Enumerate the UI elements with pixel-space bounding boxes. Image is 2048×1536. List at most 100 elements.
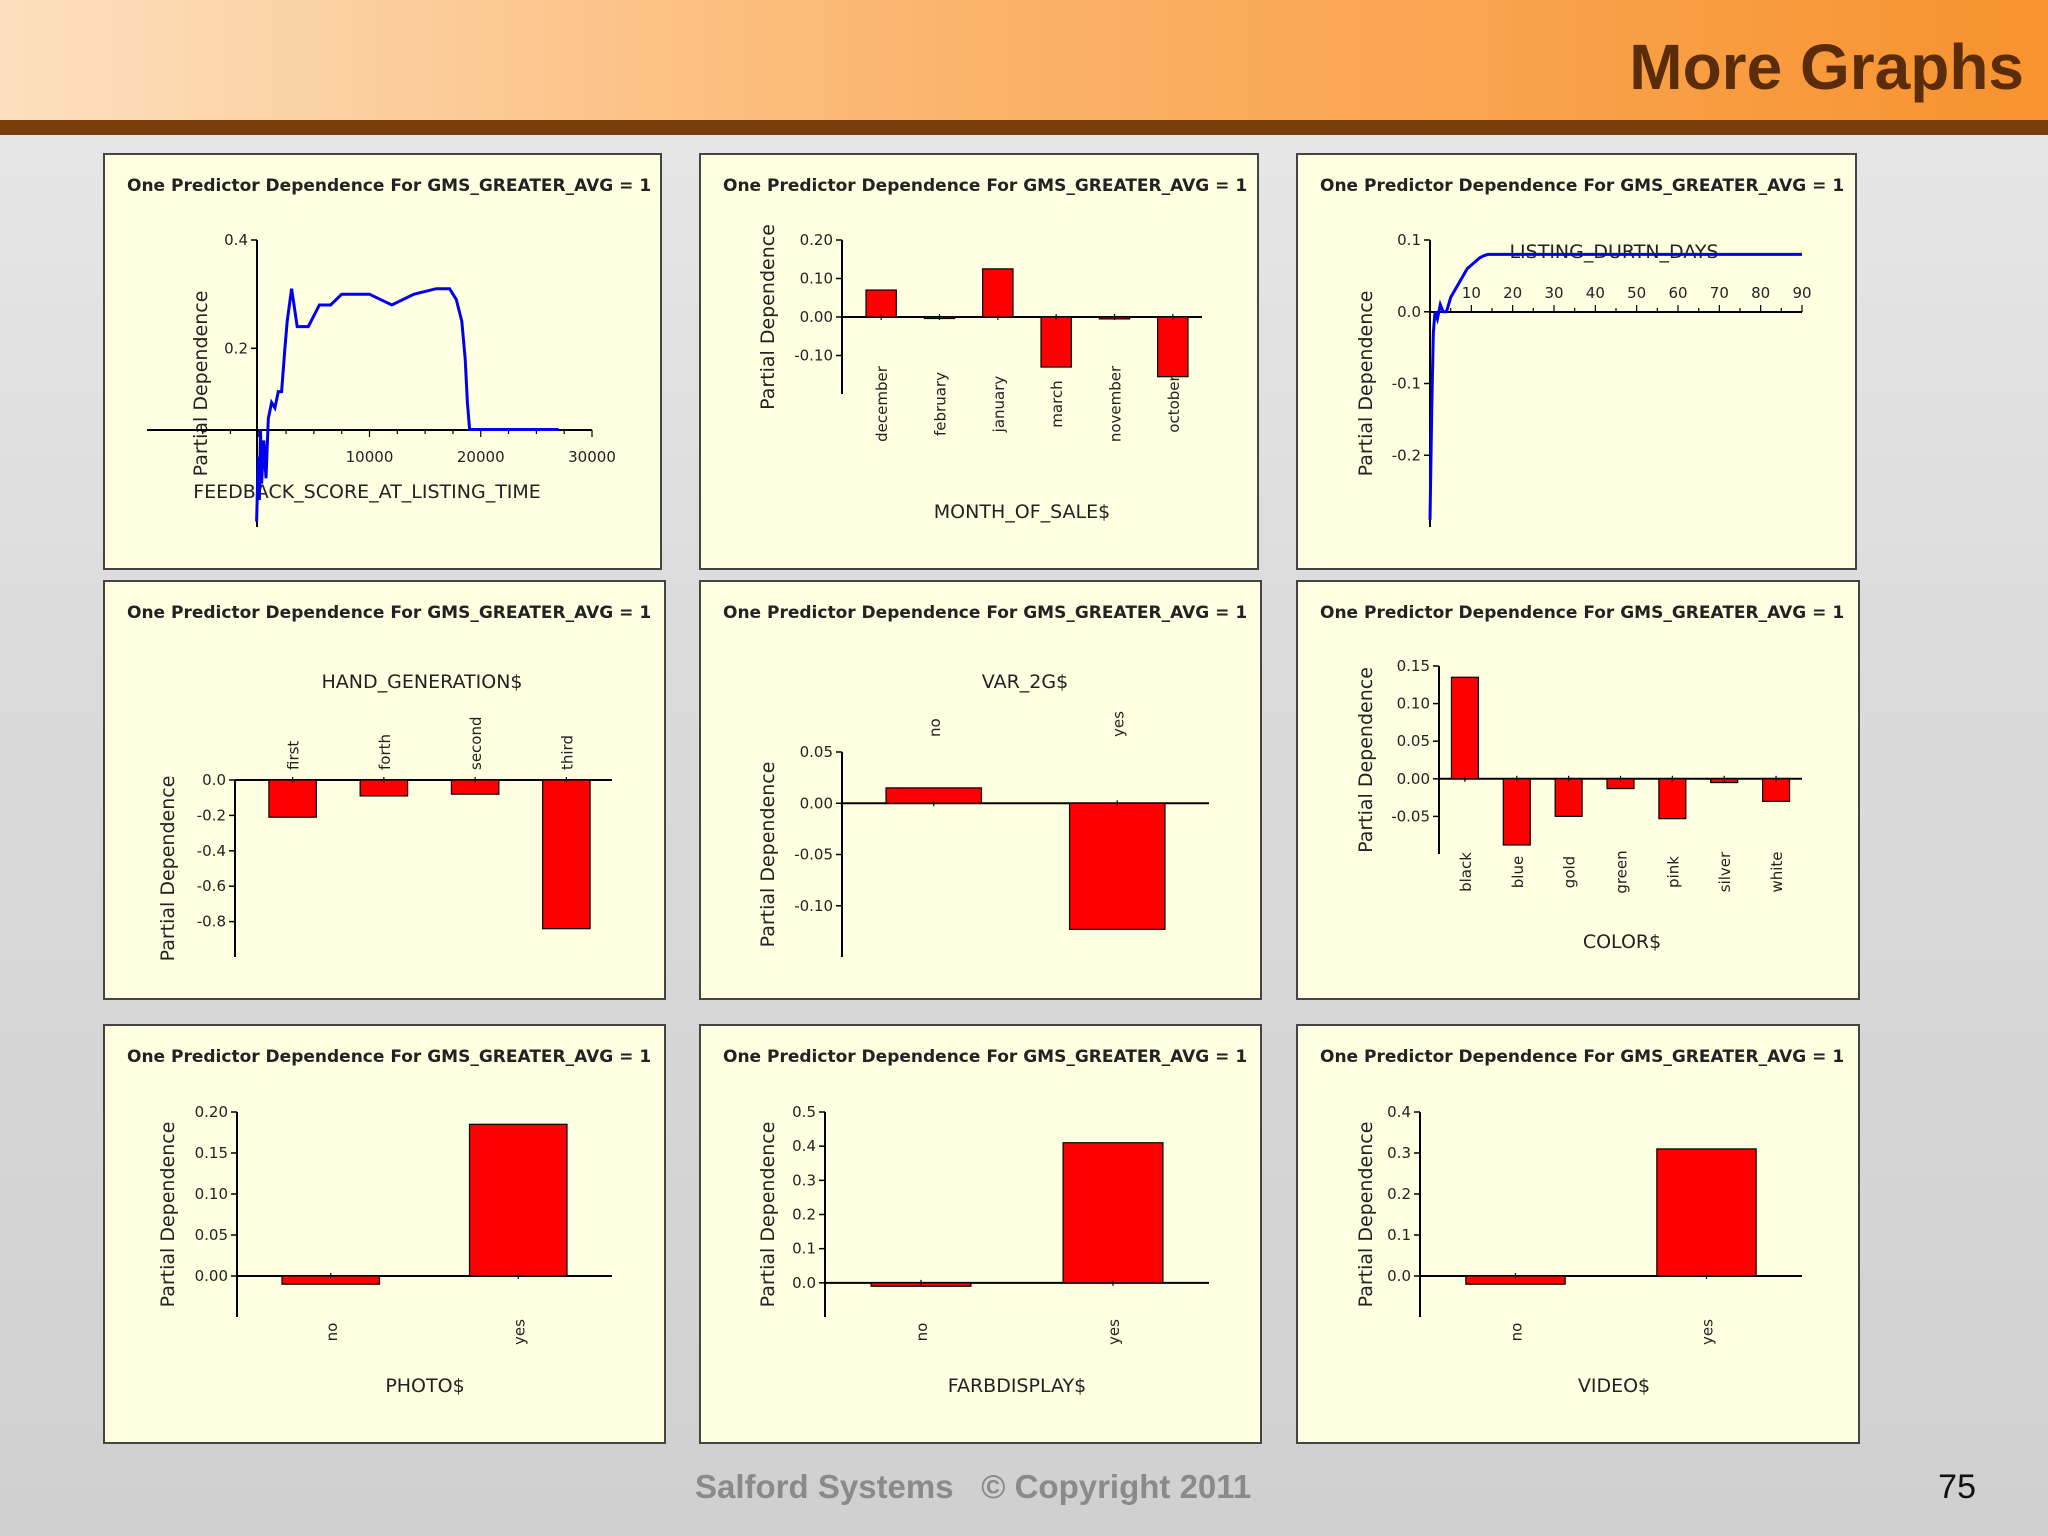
bar-yes <box>1656 1148 1757 1277</box>
chart-plot-group: One Predictor Dependence For GMS_GREATER… <box>723 176 1247 523</box>
chart-plot-group: One Predictor Dependence For GMS_GREATER… <box>723 1047 1247 1397</box>
y-tick-label: -0.2 <box>197 806 226 824</box>
chart-plot-group: One Predictor Dependence For GMS_GREATER… <box>127 603 651 961</box>
y-axis-label: Partial Dependence <box>1355 667 1377 853</box>
bar-yes <box>1068 802 1166 930</box>
x-tick-label: no <box>323 1323 341 1342</box>
bar-blue <box>1502 778 1531 846</box>
x-axis-label: VIDEO$ <box>1578 1375 1650 1397</box>
x-tick-label: 90 <box>1792 284 1811 302</box>
series-line <box>255 287 559 522</box>
x-tick-label: yes <box>1109 711 1127 737</box>
series-line <box>1428 252 1802 520</box>
x-tick-label: december <box>873 365 891 442</box>
y-tick-label: 0.10 <box>800 270 833 288</box>
bar-pink <box>1658 778 1687 820</box>
chart-svg-1: One Predictor Dependence For GMS_GREATER… <box>127 176 651 527</box>
chart-svg-7: One Predictor Dependence For GMS_GREATER… <box>127 1047 651 1397</box>
chart-svg-9: One Predictor Dependence For GMS_GREATER… <box>1320 1047 1844 1397</box>
chart-svg-2: One Predictor Dependence For GMS_GREATER… <box>723 176 1247 523</box>
x-tick-label: silver <box>1716 851 1734 892</box>
chart-panel-7: One Predictor Dependence For GMS_GREATER… <box>103 1024 666 1444</box>
y-tick-label: 0.15 <box>1397 657 1430 675</box>
x-tick-label: october <box>1165 374 1183 432</box>
bar-gold <box>1554 778 1583 817</box>
chart-svg-3: One Predictor Dependence For GMS_GREATER… <box>1320 176 1844 527</box>
y-tick-label: 0.20 <box>195 1103 228 1121</box>
chart-title: One Predictor Dependence For GMS_GREATER… <box>1320 1047 1844 1067</box>
bar-yes <box>1062 1142 1164 1284</box>
bar-december <box>865 289 897 318</box>
bar-march <box>1040 316 1072 368</box>
x-tick-label: 30000 <box>568 448 616 466</box>
y-axis-label: Partial Dependence <box>757 224 779 410</box>
bar-first <box>268 779 317 818</box>
x-tick-label: green <box>1613 850 1631 893</box>
header-banner: More Graphs <box>0 0 2048 120</box>
slide-title: More Graphs <box>1629 31 2024 103</box>
x-axis-label: VAR_2G$ <box>982 671 1068 693</box>
y-tick-label: 0.0 <box>1397 303 1421 321</box>
y-tick-label: 0.00 <box>1397 770 1430 788</box>
y-tick-label: -0.05 <box>1391 807 1430 825</box>
x-axis-label: LISTING_DURTN_DAYS <box>1509 241 1718 263</box>
chart-svg-6: One Predictor Dependence For GMS_GREATER… <box>1320 603 1844 953</box>
x-tick-label: gold <box>1561 856 1579 888</box>
chart-svg-8: One Predictor Dependence For GMS_GREATER… <box>723 1047 1247 1397</box>
chart-title: One Predictor Dependence For GMS_GREATER… <box>1320 603 1844 623</box>
y-axis-label: Partial Dependence <box>1355 291 1377 477</box>
x-tick-label: no <box>913 1323 931 1342</box>
y-axis-label: Partial Dependence <box>190 291 212 477</box>
chart-title: One Predictor Dependence For GMS_GREATER… <box>723 603 1247 623</box>
x-tick-label: second <box>467 717 485 771</box>
y-tick-label: 0.3 <box>792 1171 816 1189</box>
y-tick-label: 0.0 <box>202 771 226 789</box>
y-axis-label: Partial Dependence <box>157 776 179 962</box>
bar-yes <box>468 1123 568 1277</box>
chart-svg-5: One Predictor Dependence For GMS_GREATER… <box>723 603 1247 957</box>
x-tick-label: 10000 <box>346 448 394 466</box>
chart-title: One Predictor Dependence For GMS_GREATER… <box>723 176 1247 196</box>
x-tick-label: 70 <box>1710 284 1729 302</box>
chart-svg-4: One Predictor Dependence For GMS_GREATER… <box>127 603 651 961</box>
y-tick-label: 0.1 <box>1387 1226 1411 1244</box>
y-tick-label: 0.0 <box>1387 1267 1411 1285</box>
chart-panel-8: One Predictor Dependence For GMS_GREATER… <box>699 1024 1262 1444</box>
x-axis-label: COLOR$ <box>1583 931 1661 953</box>
y-tick-label: 0.5 <box>792 1103 816 1121</box>
chart-plot-group: One Predictor Dependence For GMS_GREATER… <box>127 176 651 527</box>
x-tick-label: yes <box>1105 1319 1123 1345</box>
y-tick-label: -0.10 <box>794 897 833 915</box>
y-tick-label: -0.10 <box>794 347 833 365</box>
y-tick-label: 0.2 <box>792 1206 816 1224</box>
x-tick-label: february <box>932 372 950 436</box>
chart-panel-1: One Predictor Dependence For GMS_GREATER… <box>103 153 662 570</box>
y-axis-label: Partial Dependence <box>1355 1122 1377 1308</box>
chart-plot-group: One Predictor Dependence For GMS_GREATER… <box>127 1047 651 1397</box>
y-tick-label: 0.20 <box>800 231 833 249</box>
chart-panel-2: One Predictor Dependence For GMS_GREATER… <box>699 153 1259 570</box>
x-tick-label: third <box>558 735 576 770</box>
x-axis-label: HAND_GENERATION$ <box>322 671 523 693</box>
x-tick-label: 20 <box>1503 284 1522 302</box>
y-tick-label: -0.05 <box>794 846 833 864</box>
chart-title: One Predictor Dependence For GMS_GREATER… <box>127 176 651 196</box>
bar-white <box>1761 778 1791 802</box>
chart-title: One Predictor Dependence For GMS_GREATER… <box>127 603 651 623</box>
x-tick-label: november <box>1107 365 1125 442</box>
chart-panel-4: One Predictor Dependence For GMS_GREATER… <box>103 580 666 1000</box>
y-tick-label: 0.00 <box>195 1267 228 1285</box>
y-tick-label: -0.1 <box>1392 375 1421 393</box>
x-axis-label: FARBDISPLAY$ <box>948 1375 1086 1397</box>
x-tick-label: 80 <box>1751 284 1770 302</box>
chart-plot-group: One Predictor Dependence For GMS_GREATER… <box>1320 603 1844 953</box>
y-axis-label: Partial Dependence <box>157 1122 179 1308</box>
x-tick-label: march <box>1048 380 1066 427</box>
x-tick-label: white <box>1768 851 1786 892</box>
y-tick-label: 0.4 <box>792 1137 816 1155</box>
y-tick-label: 0.1 <box>792 1240 816 1258</box>
bar-third <box>542 779 591 930</box>
x-tick-label: yes <box>1699 1319 1717 1345</box>
chart-plot-group: One Predictor Dependence For GMS_GREATER… <box>1320 1047 1844 1397</box>
y-tick-label: -0.2 <box>1392 446 1421 464</box>
